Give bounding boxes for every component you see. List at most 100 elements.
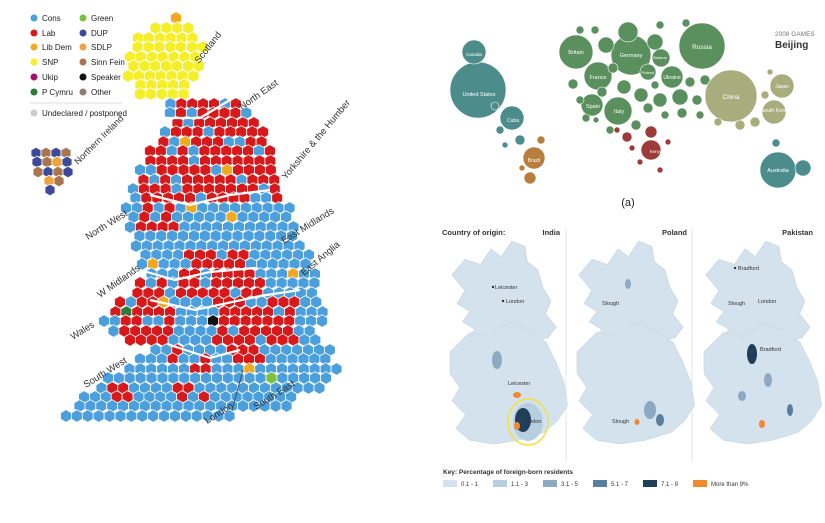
bubble-label-kenya: Kenya	[650, 149, 663, 154]
country-bubble	[640, 139, 662, 161]
legend-item-snp: SNP	[30, 58, 58, 67]
constituency-hex	[134, 333, 147, 347]
country-bubble	[642, 102, 654, 114]
place-labels: Leicester London Slough Bradford Slough …	[491, 266, 781, 425]
constituency-hex	[124, 333, 136, 347]
country-bubble	[605, 125, 615, 135]
bubble-label-japan: Japan	[775, 84, 789, 90]
country-bubble	[671, 88, 689, 106]
legend-swatch	[79, 58, 87, 66]
bubble-label-south-korea: South Korea	[761, 108, 789, 114]
region-label-north-east: North East	[237, 77, 280, 112]
constituency-hex-grid	[30, 11, 343, 423]
legend-item-sdlp: SDLP	[79, 43, 112, 52]
legend-label: SNP	[42, 58, 58, 67]
legend-item-other: Other	[79, 88, 111, 97]
subfigure-caption: (a)	[621, 197, 634, 209]
country-bubble	[616, 79, 632, 95]
column-title-pakistan: Pakistan	[782, 228, 813, 237]
country-bubble	[490, 101, 500, 111]
legend-swatch	[30, 43, 38, 51]
place-label-slough-large: Slough	[612, 419, 629, 425]
legend-item-dup: DUP	[79, 29, 108, 38]
bubble-label-poland: Poland	[642, 70, 654, 75]
legend-swatch	[79, 14, 87, 22]
key-label: 0.1 - 1	[461, 482, 479, 488]
constituency-hex	[316, 314, 328, 328]
bubble-label-ukraine: Ukraine	[663, 75, 680, 81]
country-bubble	[676, 107, 688, 119]
legend-label: P Cymru	[42, 88, 73, 97]
place-label-london-large: London	[523, 419, 541, 425]
legend-item-pcymru: P Cymru	[30, 88, 73, 97]
country-bubble	[575, 95, 585, 105]
bubble-label-germany: Germany	[620, 53, 643, 59]
key-label: 3.1 - 5	[561, 482, 579, 488]
place-dot	[501, 299, 505, 303]
legend-swatch	[30, 29, 38, 37]
legend-label: SDLP	[91, 43, 112, 52]
legend-item-speaker: Speaker	[79, 73, 121, 82]
key-swatch	[593, 480, 607, 487]
legend-label: Ukip	[42, 73, 59, 82]
constituency-hex	[81, 409, 94, 423]
country-bubble	[644, 125, 658, 139]
density-patch	[738, 391, 746, 401]
country-bubble	[536, 135, 546, 145]
constituency-hex	[71, 409, 83, 423]
bubble-label-italy: Italy	[614, 109, 624, 115]
density-patch	[759, 420, 765, 428]
legend-label: Lab	[42, 29, 56, 38]
constituency-hex	[192, 59, 205, 73]
legend-swatch	[30, 58, 38, 66]
migration-maps: Country of origin: India Poland Pakistan…	[442, 228, 822, 488]
constituency-hex	[92, 409, 105, 423]
country-bubble	[766, 68, 774, 76]
bubble-label-britain: Britain	[568, 50, 584, 56]
constituency-hex	[114, 409, 127, 423]
country-bubble	[695, 110, 705, 120]
country-bubble	[769, 73, 795, 99]
key-label: 1.1 - 3	[511, 482, 529, 488]
country-bubble	[514, 134, 526, 146]
density-patch	[747, 344, 757, 364]
country-bubble	[678, 22, 726, 70]
country-of-origin-heading: Country of origin:	[442, 228, 505, 237]
constituency-hex	[147, 409, 160, 423]
key-swatch	[643, 480, 657, 487]
place-label-bradford-large: Bradford	[760, 347, 781, 353]
place-dot	[733, 266, 737, 270]
region-label-north-west: North West	[84, 208, 130, 243]
legend-label: Green	[91, 14, 113, 23]
density-patch	[514, 422, 520, 430]
country-bubble	[523, 171, 537, 185]
country-bubble	[499, 105, 525, 131]
britain-outline	[576, 322, 695, 445]
legend-swatch	[30, 88, 38, 96]
country-bubble	[580, 93, 604, 117]
place-label-leicester-small: Leicester	[495, 285, 517, 291]
density-patch	[787, 404, 793, 416]
legend-swatch	[30, 109, 38, 117]
country-bubble	[558, 34, 594, 70]
country-bubble	[655, 20, 665, 30]
ni-constituency-hex	[51, 155, 63, 169]
bubble-label-australia: Australia	[767, 168, 789, 174]
country-bubble	[518, 164, 526, 172]
country-bubble	[567, 78, 579, 90]
country-bubble	[639, 63, 657, 81]
ni-constituency-hex	[53, 174, 65, 188]
country-bubble	[664, 138, 672, 146]
ni-constituency-hex	[61, 155, 73, 169]
constituency-hex	[155, 87, 168, 101]
country-bubble	[794, 159, 812, 177]
legend-swatch	[79, 43, 87, 51]
key-swatch	[443, 480, 457, 487]
country-bubble	[650, 80, 660, 90]
legend-item-cons: Cons	[30, 14, 61, 23]
constituency-hex	[187, 69, 200, 83]
constituency-hex	[302, 381, 315, 395]
place-label-london-small-pk: London	[758, 299, 776, 305]
place-label-london-small: London	[506, 299, 524, 305]
